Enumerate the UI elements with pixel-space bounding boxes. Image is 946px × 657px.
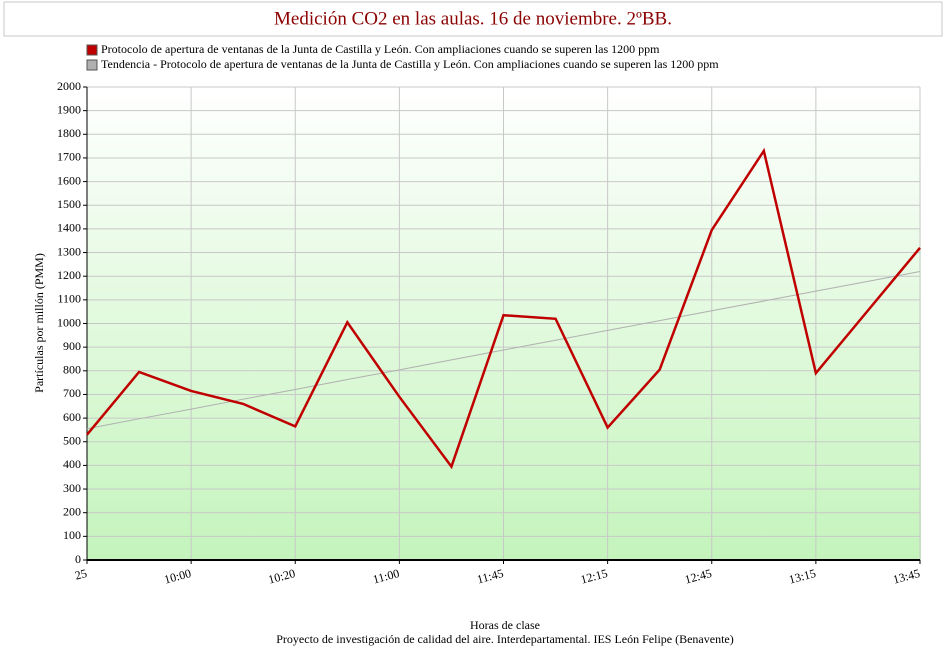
x-tick-label: 25 — [73, 566, 88, 583]
y-tick-label: 0 — [75, 552, 81, 566]
y-tick-label: 1300 — [57, 244, 81, 258]
y-tick-label: 400 — [63, 457, 81, 471]
y-tick-label: 1200 — [57, 268, 81, 282]
y-tick-label: 600 — [63, 410, 81, 424]
y-tick-label: 1700 — [57, 150, 81, 164]
series-line — [86, 147, 921, 470]
y-tick-label: 800 — [63, 363, 81, 377]
y-tick-label: 900 — [63, 339, 81, 353]
legend-swatch — [86, 44, 98, 56]
x-tick-label: 11:00 — [371, 566, 401, 586]
x-tick-label: 11:45 — [475, 566, 505, 586]
caption: Proyecto de investigación de calidad del… — [276, 632, 733, 646]
x-tick-label: 12:45 — [683, 566, 713, 587]
y-tick-label: 200 — [63, 504, 81, 518]
y-tick-label: 1900 — [57, 102, 81, 116]
y-tick-label: 700 — [63, 386, 81, 400]
y-tick-label: 2000 — [57, 79, 81, 93]
y-tick-label: 500 — [63, 434, 81, 448]
y-tick-label: 1600 — [57, 173, 81, 187]
x-tick-label: 13:15 — [787, 566, 817, 587]
chart-title: Medición CO2 en las aulas. 16 de noviemb… — [274, 8, 672, 29]
x-axis-label: Horas de clase — [470, 618, 540, 632]
title-box — [3, 1, 943, 37]
series-line — [86, 270, 921, 430]
x-tick-label: 10:00 — [163, 566, 193, 587]
legend-label: Protocolo de apertura de ventanas de la … — [101, 42, 660, 56]
legend-swatch — [86, 59, 98, 71]
x-tick-label: 12:15 — [579, 566, 609, 587]
y-tick-label: 1800 — [57, 126, 81, 140]
legend-label: Tendencia - Protocolo de apertura de ven… — [101, 57, 719, 71]
y-tick-label: 1100 — [57, 292, 81, 306]
y-axis-label: Partículas por millón (PMM) — [32, 253, 46, 393]
x-tick-label: 10:20 — [267, 566, 297, 587]
y-tick-label: 1400 — [57, 221, 81, 235]
y-tick-label: 300 — [63, 481, 81, 495]
y-tick-label: 1000 — [57, 315, 81, 329]
x-tick-label: 13:45 — [891, 566, 921, 587]
y-tick-label: 1500 — [57, 197, 81, 211]
y-tick-label: 100 — [63, 528, 81, 542]
